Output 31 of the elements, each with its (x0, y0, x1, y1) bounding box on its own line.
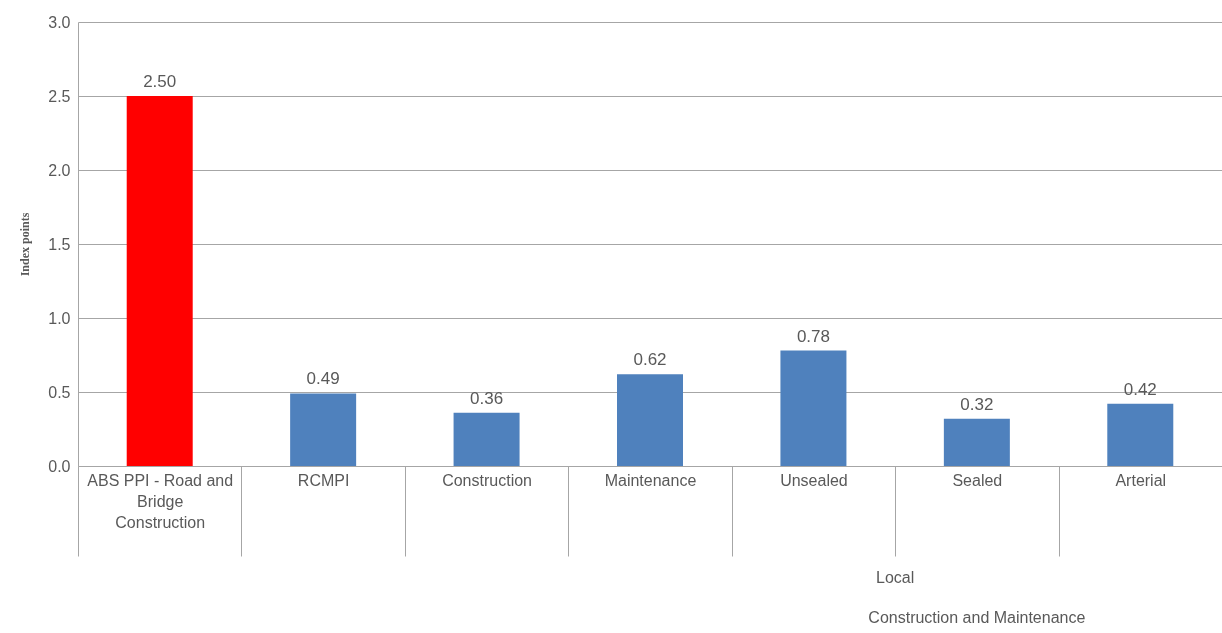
bar (1107, 403, 1174, 466)
y-tick-label: 0.5 (48, 383, 71, 401)
bar (943, 418, 1010, 466)
x-tick-label: ABS PPI - Road and Bridge Construction (87, 471, 234, 531)
y-tick-label: 2.0 (48, 161, 71, 179)
text: Construction and Maintenance (868, 609, 1086, 626)
bar (290, 393, 357, 466)
data-label: 0.62 (633, 350, 667, 370)
data-label: 0.78 (796, 326, 830, 346)
bar (126, 96, 193, 466)
data-label: 0.42 (1123, 379, 1157, 399)
bar (780, 350, 847, 466)
y-tick-label: 2.5 (48, 87, 71, 105)
bar (617, 374, 683, 466)
x-tick-label: RCMPI (297, 471, 350, 489)
x-tick-label: Construction (442, 471, 532, 489)
data-label: 0.32 (960, 394, 994, 414)
text: Local (876, 569, 915, 586)
x-tick-label: Sealed (952, 471, 1003, 489)
data-label: 0.49 (306, 369, 340, 389)
x-tick-label: Maintenance (604, 471, 697, 489)
y-tick-label: 1.0 (48, 309, 71, 327)
x-tick-label: Arterial (1115, 471, 1167, 489)
data-label: 0.36 (470, 388, 504, 408)
y-tick-label: 1.5 (48, 235, 71, 253)
x-tick-label: Unsealed (780, 471, 848, 489)
y-tick-label: 0.0 (48, 457, 71, 475)
bar (453, 412, 520, 466)
y-tick-label: 3.0 (48, 13, 71, 31)
data-label: 2.50 (143, 72, 177, 91)
y-axis-title: Index points (18, 212, 33, 277)
